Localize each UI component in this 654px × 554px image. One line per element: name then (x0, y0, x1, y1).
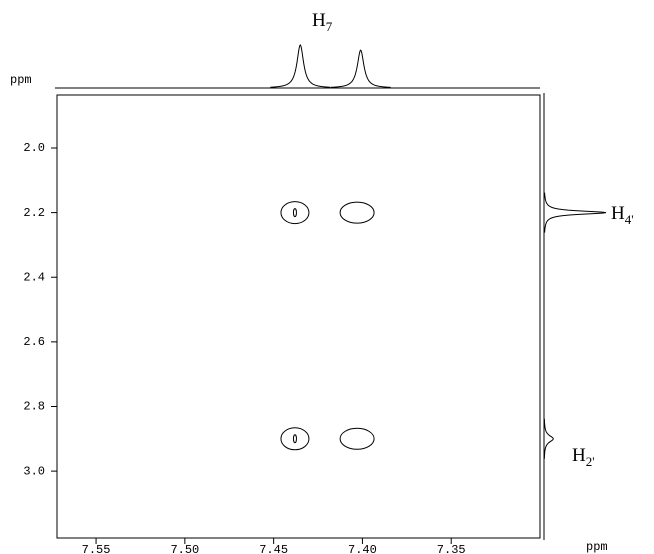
y-tick-label: 2.4 (23, 270, 45, 284)
y-tick-label: 2.6 (23, 335, 45, 349)
annotation-main: H (611, 203, 625, 224)
cross-peak (280, 201, 310, 225)
top-trace-peak (330, 49, 391, 88)
annotation: H4' (611, 203, 634, 227)
x-tick-label: 7.40 (348, 543, 377, 554)
plot-frame (56, 94, 541, 539)
annotation: H7 (312, 10, 333, 34)
top-trace-peak (270, 44, 331, 88)
right-trace-peak (544, 192, 607, 233)
y-tick-label: 3.0 (23, 464, 45, 478)
y-tick-label: 2.8 (23, 400, 45, 414)
x-axis-label: ppm (586, 540, 608, 554)
cross-peak (339, 201, 375, 224)
x-tick-label: 7.50 (170, 543, 199, 554)
annotation-sub: 2' (586, 454, 595, 469)
annotation: H2' (572, 445, 595, 469)
y-tick-label: 2.0 (23, 141, 45, 155)
cross-peak-inner (292, 208, 297, 218)
cross-peak (339, 427, 375, 450)
annotation-main: H (572, 445, 586, 466)
y-axis-label: ppm (10, 73, 32, 87)
annotation-sub: 7 (326, 19, 333, 34)
x-tick-label: 7.45 (259, 543, 288, 554)
cross-peak-inner (292, 434, 297, 444)
right-trace-peak (543, 418, 554, 459)
x-tick-label: 7.55 (82, 543, 111, 554)
annotation-main: H (312, 10, 326, 31)
cross-peak (280, 427, 310, 451)
x-tick-label: 7.35 (437, 543, 466, 554)
annotation-sub: 4' (625, 212, 634, 227)
y-tick-label: 2.2 (23, 206, 45, 220)
